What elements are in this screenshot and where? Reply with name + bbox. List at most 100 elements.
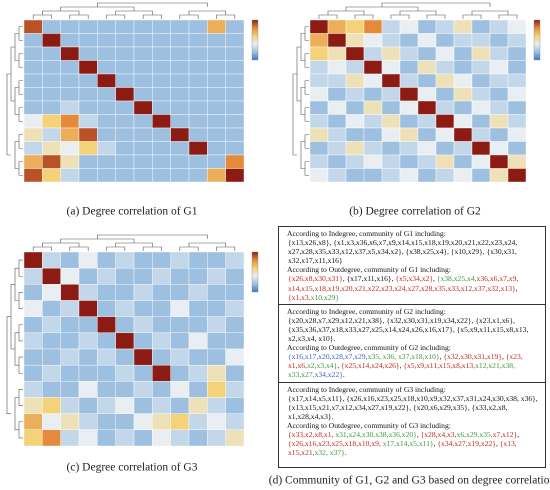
heatmap-cell xyxy=(309,87,329,102)
heatmap-cell xyxy=(381,19,401,34)
dendrogram xyxy=(18,259,23,277)
heatmap-cell xyxy=(42,348,61,366)
heatmap-cell xyxy=(435,127,455,142)
heatmap-cell xyxy=(133,19,153,34)
heatmap-cell xyxy=(225,364,245,382)
heatmap-cell xyxy=(188,348,208,366)
dendrogram xyxy=(60,238,135,243)
heatmap-cell xyxy=(170,100,190,115)
heatmap-cell xyxy=(399,100,419,115)
heatmap-cell xyxy=(23,251,43,269)
heatmap-cell xyxy=(97,127,116,142)
heatmap-cell xyxy=(417,141,437,156)
dendrogram xyxy=(18,161,23,176)
heatmap-cell xyxy=(133,267,153,285)
heatmap-cell xyxy=(327,114,347,129)
heatmap-cell xyxy=(60,429,80,447)
heatmap-cell xyxy=(417,168,437,183)
community-list: {x26,x8,x30,x31}, {x17,x11,x16}, {x5,x34… xyxy=(285,274,541,301)
heatmap-cell xyxy=(225,100,245,115)
heatmap-cell xyxy=(133,364,153,382)
heatmap-cell xyxy=(225,348,245,366)
heatmap-cell xyxy=(23,413,43,431)
heatmap-cell xyxy=(453,33,473,48)
dendrogram xyxy=(10,284,15,350)
heatmap-cell xyxy=(42,127,61,142)
community-heading: According to Indegree, community of G3 i… xyxy=(287,384,446,394)
heatmap-cell xyxy=(152,429,171,447)
heatmap-cell xyxy=(170,141,190,156)
heatmap-cell xyxy=(115,87,135,102)
heatmap-cell xyxy=(381,141,401,156)
heatmap-cell xyxy=(115,154,135,169)
heatmap-cell xyxy=(133,127,153,142)
heatmap-cell xyxy=(60,87,80,102)
heatmap-cell xyxy=(115,284,135,301)
heatmap-cell xyxy=(327,100,347,115)
heatmap-cell xyxy=(170,154,190,169)
heatmap-cell xyxy=(78,429,98,447)
community-list: {x20,x28,x7,x29,x12,x21,x38}, {x32,x30,x… xyxy=(285,316,541,343)
heatmap-cell xyxy=(78,19,98,34)
community-text: x10,x29} xyxy=(310,292,339,302)
heatmap-cell xyxy=(188,46,208,61)
heatmap-cell xyxy=(309,19,329,34)
heatmap-cell xyxy=(309,141,329,156)
heatmap-cell xyxy=(489,141,509,156)
heatmap-cell xyxy=(42,100,61,115)
heatmap-cell xyxy=(133,73,153,88)
community-text: {x34,x27,x19,x22} xyxy=(437,439,496,449)
heatmap-cell xyxy=(78,127,98,142)
heatmap-cell xyxy=(363,73,383,88)
dendrogram xyxy=(216,14,236,19)
heatmap-cell xyxy=(345,114,365,129)
dendrogram xyxy=(14,87,19,115)
community-heading: According to Outdegree, community of G2 … xyxy=(287,343,451,353)
heatmap-cell xyxy=(489,114,509,129)
dendrogram xyxy=(60,6,135,11)
heatmap-cell xyxy=(152,87,171,102)
heatmap-cell xyxy=(97,60,116,75)
heatmap-cell xyxy=(23,19,43,34)
heatmap-cell xyxy=(42,413,61,431)
heatmap-cell xyxy=(23,127,43,142)
heatmap-cell xyxy=(207,332,226,350)
heatmap-cell xyxy=(42,397,61,414)
heatmap-cell xyxy=(417,87,437,102)
dendrogram xyxy=(462,14,482,19)
dendrogram xyxy=(18,324,23,342)
heatmap-cell xyxy=(60,127,80,142)
community-text: {x26,x16,x23,x25,x18,x10,x9, xyxy=(288,439,381,449)
heatmap-cell xyxy=(188,73,208,88)
heatmap-cell xyxy=(399,19,419,34)
heatmap-cell xyxy=(489,87,509,102)
community-text: x32, x37} xyxy=(314,448,345,458)
heatmap-cell xyxy=(97,100,116,115)
heatmap-cell xyxy=(507,168,527,183)
community-text: {x13,x26,x8}, {x1,x3,x36,x6,x7,x9,x14,x1… xyxy=(288,238,518,266)
dendrogram xyxy=(14,141,19,169)
heatmap-cell xyxy=(78,46,98,61)
dendrogram xyxy=(345,6,419,11)
dendrogram xyxy=(14,332,19,366)
dendrogram xyxy=(399,10,437,15)
community-text: {x25,x14,x24,x26} xyxy=(341,361,400,371)
community-text: x34,x22} xyxy=(314,370,343,380)
heatmap-cell xyxy=(152,332,171,350)
heatmap-cell xyxy=(507,73,527,88)
heatmap-cell xyxy=(42,300,61,317)
community-text: , xyxy=(416,429,421,439)
heatmap-cell xyxy=(78,33,98,48)
heatmap-cell xyxy=(471,19,491,34)
heatmap-cell xyxy=(152,100,171,115)
community-text: , xyxy=(337,361,342,371)
heatmap-cell xyxy=(507,154,527,169)
heatmap-cell xyxy=(133,397,153,414)
heatmap-cell xyxy=(489,60,509,75)
dendrogram xyxy=(179,14,199,19)
community-text: {x32,x30,x31,x19} xyxy=(443,352,502,362)
community-list: {x17,x14,x5,x11}, {x26,x16,x23,x25,x18,x… xyxy=(285,394,541,421)
heatmap-cell xyxy=(363,127,383,142)
heatmap-cell xyxy=(453,114,473,129)
